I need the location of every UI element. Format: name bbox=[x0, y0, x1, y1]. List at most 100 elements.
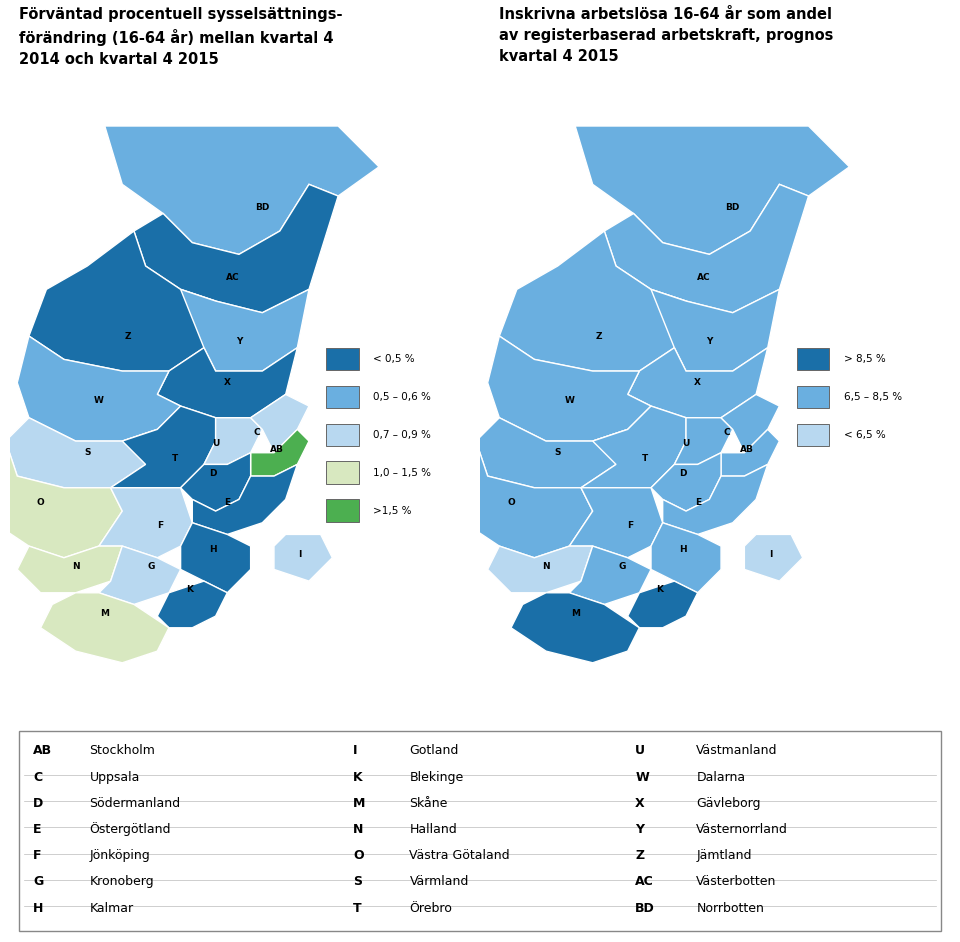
Text: X: X bbox=[224, 379, 230, 387]
Text: Z: Z bbox=[595, 332, 602, 341]
Text: G: G bbox=[148, 562, 156, 571]
Polygon shape bbox=[674, 417, 732, 464]
Text: C: C bbox=[253, 428, 260, 437]
Polygon shape bbox=[29, 231, 216, 371]
Text: Värmland: Värmland bbox=[409, 875, 468, 888]
Text: E: E bbox=[33, 823, 41, 836]
Bar bbox=[797, 385, 829, 408]
Polygon shape bbox=[628, 348, 768, 417]
Text: Inskrivna arbetslösa 16-64 år som andel
av registerbaserad arbetskraft, prognos
: Inskrivna arbetslösa 16-64 år som andel … bbox=[499, 7, 833, 64]
Text: T: T bbox=[642, 454, 648, 463]
Bar bbox=[326, 499, 359, 522]
Text: Gotland: Gotland bbox=[409, 744, 459, 757]
Text: X: X bbox=[636, 797, 645, 810]
Polygon shape bbox=[6, 417, 157, 488]
Text: N: N bbox=[72, 562, 80, 571]
Polygon shape bbox=[744, 534, 803, 581]
Text: S: S bbox=[353, 875, 362, 888]
Text: Y: Y bbox=[236, 337, 242, 347]
Text: > 8,5 %: > 8,5 % bbox=[844, 354, 885, 364]
Polygon shape bbox=[581, 406, 686, 488]
Text: S: S bbox=[555, 448, 561, 457]
Text: AC: AC bbox=[227, 273, 240, 283]
Text: Y: Y bbox=[636, 823, 644, 836]
Text: C: C bbox=[724, 428, 731, 437]
Text: Västernorrland: Västernorrland bbox=[696, 823, 788, 836]
Polygon shape bbox=[569, 488, 662, 558]
Text: < 0,5 %: < 0,5 % bbox=[373, 354, 415, 364]
Text: AC: AC bbox=[636, 875, 654, 888]
Text: D: D bbox=[33, 797, 43, 810]
Polygon shape bbox=[499, 231, 686, 371]
Text: Förväntad procentuell sysselsättnings-
förändring (16-64 år) mellan kvartal 4
20: Förväntad procentuell sysselsättnings- f… bbox=[19, 7, 343, 67]
Polygon shape bbox=[180, 523, 251, 593]
Text: BD: BD bbox=[255, 203, 270, 212]
Polygon shape bbox=[99, 488, 192, 558]
Text: 0,5 – 0,6 %: 0,5 – 0,6 % bbox=[373, 392, 431, 401]
Text: Kronoberg: Kronoberg bbox=[89, 875, 155, 888]
Text: F: F bbox=[157, 521, 163, 530]
Text: Västra Götaland: Västra Götaland bbox=[409, 849, 510, 862]
Text: W: W bbox=[94, 396, 104, 405]
Text: U: U bbox=[212, 440, 219, 448]
Text: 6,5 – 8,5 %: 6,5 – 8,5 % bbox=[844, 392, 901, 401]
Text: AB: AB bbox=[270, 446, 284, 454]
Text: K: K bbox=[353, 771, 363, 784]
Text: T: T bbox=[172, 454, 178, 463]
Text: Gävleborg: Gävleborg bbox=[696, 797, 761, 810]
Text: Jämtland: Jämtland bbox=[696, 849, 752, 862]
Text: I: I bbox=[769, 550, 772, 560]
Text: >1,5 %: >1,5 % bbox=[373, 506, 412, 515]
Text: H: H bbox=[33, 901, 43, 915]
Text: S: S bbox=[84, 448, 90, 457]
Text: Skåne: Skåne bbox=[409, 797, 447, 810]
FancyBboxPatch shape bbox=[19, 731, 941, 931]
Text: Kalmar: Kalmar bbox=[89, 901, 133, 915]
Text: O: O bbox=[507, 497, 515, 507]
Polygon shape bbox=[605, 185, 808, 313]
Polygon shape bbox=[476, 417, 628, 488]
Polygon shape bbox=[17, 546, 122, 593]
Polygon shape bbox=[204, 417, 262, 464]
Polygon shape bbox=[134, 185, 338, 313]
Text: Z: Z bbox=[636, 849, 644, 862]
Text: K: K bbox=[657, 585, 663, 594]
Polygon shape bbox=[651, 289, 780, 371]
Bar bbox=[326, 424, 359, 446]
Text: X: X bbox=[694, 379, 701, 387]
Bar bbox=[326, 385, 359, 408]
Text: N: N bbox=[353, 823, 364, 836]
Polygon shape bbox=[251, 430, 309, 476]
Polygon shape bbox=[575, 126, 850, 254]
Text: M: M bbox=[353, 797, 366, 810]
Text: I: I bbox=[353, 744, 357, 757]
Polygon shape bbox=[110, 406, 216, 488]
Text: Jönköping: Jönköping bbox=[89, 849, 151, 862]
Polygon shape bbox=[192, 464, 298, 534]
Text: U: U bbox=[636, 744, 645, 757]
Polygon shape bbox=[40, 593, 169, 663]
Text: Halland: Halland bbox=[409, 823, 457, 836]
Polygon shape bbox=[157, 581, 228, 627]
Polygon shape bbox=[628, 581, 698, 627]
Text: BD: BD bbox=[636, 901, 655, 915]
Polygon shape bbox=[0, 441, 122, 558]
Text: C: C bbox=[33, 771, 42, 784]
Text: Stockholm: Stockholm bbox=[89, 744, 156, 757]
Polygon shape bbox=[453, 441, 592, 558]
Polygon shape bbox=[17, 336, 180, 441]
Text: AC: AC bbox=[697, 273, 710, 283]
Text: F: F bbox=[628, 521, 634, 530]
Polygon shape bbox=[662, 464, 768, 534]
Bar bbox=[797, 424, 829, 446]
Text: BD: BD bbox=[726, 203, 740, 212]
Text: Västerbotten: Västerbotten bbox=[696, 875, 777, 888]
Polygon shape bbox=[105, 126, 379, 254]
Text: 0,7 – 0,9 %: 0,7 – 0,9 % bbox=[373, 430, 431, 440]
Text: M: M bbox=[570, 609, 580, 618]
Text: H: H bbox=[209, 544, 217, 554]
Text: Östergötland: Östergötland bbox=[89, 822, 171, 836]
Polygon shape bbox=[157, 348, 298, 417]
Polygon shape bbox=[721, 395, 780, 453]
Text: H: H bbox=[680, 544, 687, 554]
